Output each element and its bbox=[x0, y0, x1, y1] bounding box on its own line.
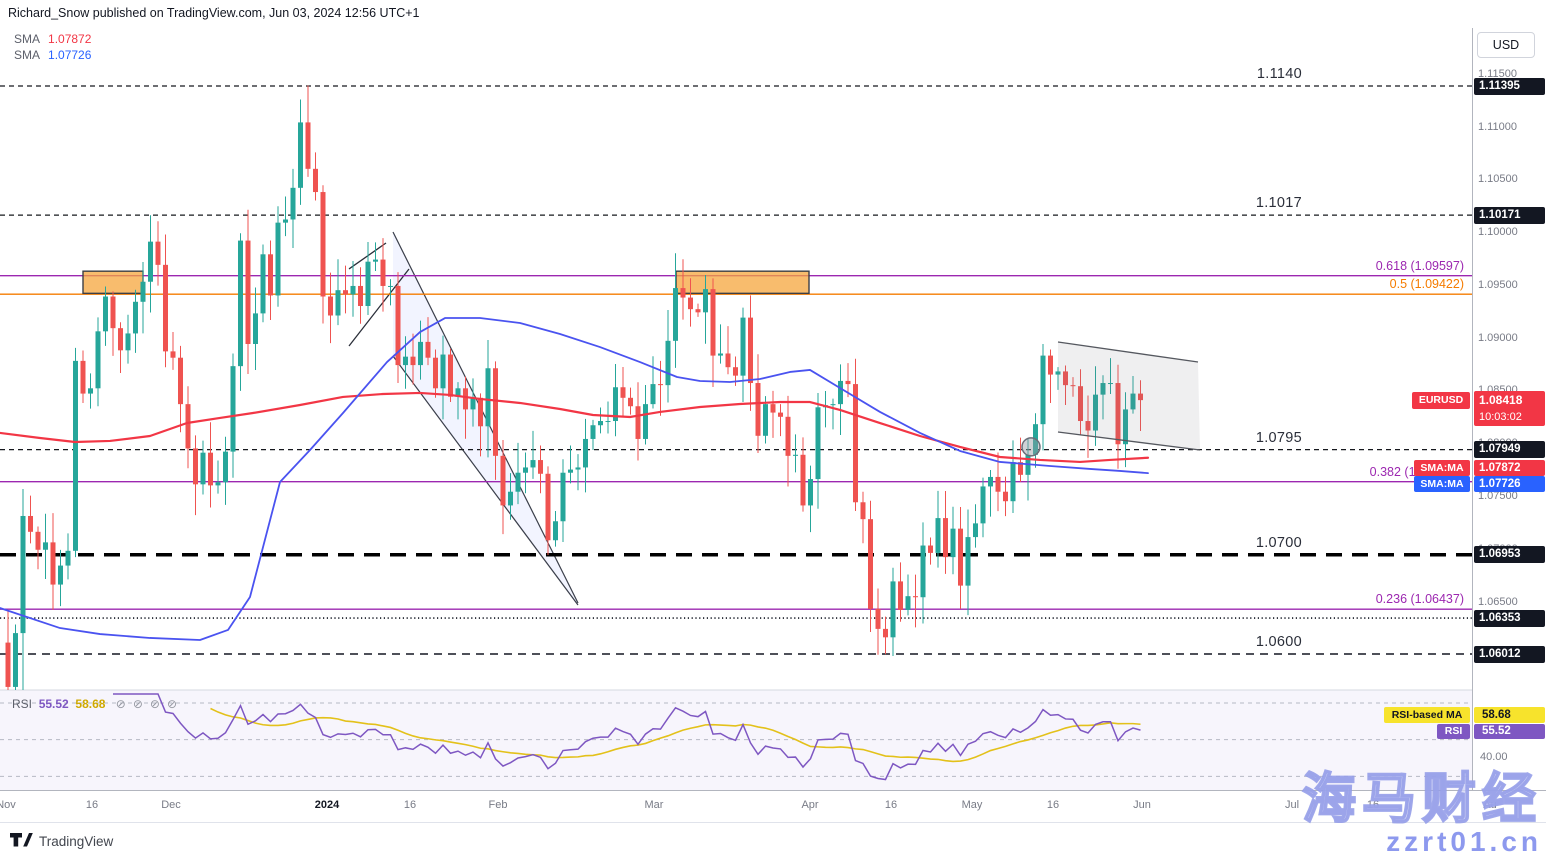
rsi-toolbar-more-icon[interactable]: ⊘ bbox=[166, 697, 178, 711]
time-axis-label-Apr: Apr bbox=[801, 799, 819, 811]
sma-fast-label: SMA bbox=[14, 32, 41, 46]
bar-countdown: 10:03:02 bbox=[1479, 411, 1522, 423]
axis-level-label-1.10171: 1.10171 bbox=[1474, 206, 1545, 224]
time-axis-label-Jul: Jul bbox=[1284, 799, 1300, 811]
rsi-toolbar-eye-icon[interactable]: ⊘ bbox=[115, 697, 126, 711]
rsi-axis-tick: 40.00 bbox=[1480, 751, 1508, 763]
price-pane bbox=[0, 85, 1472, 704]
price-axis-tick-1.08000: 1.08000 bbox=[1478, 437, 1518, 450]
flag-channel-line-0[interactable] bbox=[1057, 341, 1199, 363]
time-axis-label-16: 16 bbox=[1046, 799, 1060, 811]
rsi-pane bbox=[0, 693, 1472, 781]
rsi-value: 55.52 bbox=[38, 697, 69, 711]
last-price-value: 1.08418 bbox=[1479, 393, 1523, 407]
sma-fast-value: 1.07872 bbox=[48, 32, 92, 46]
price-axis-tick-1.11000: 1.11000 bbox=[1478, 120, 1517, 133]
time-axis-label-May: May bbox=[961, 799, 983, 811]
rsi-title: RSI bbox=[12, 697, 33, 711]
time-axis-label-16: 16 bbox=[85, 799, 99, 811]
price-axis-tick-1.11500: 1.11500 bbox=[1478, 67, 1517, 80]
flag-channel-line-1[interactable] bbox=[1057, 431, 1201, 451]
sma-slow-value: 1.07726 bbox=[48, 48, 92, 62]
time-axis-label-16: 16 bbox=[403, 799, 417, 811]
sma-axis-value-1: 1.07726 bbox=[1474, 476, 1545, 492]
time-axis-label-Nov: Nov bbox=[0, 799, 16, 811]
axis-level-label-1.06353: 1.06353 bbox=[1474, 609, 1545, 627]
sma-slow-line[interactable] bbox=[0, 317, 1149, 641]
rsi-axis-value: 55.52 bbox=[1474, 724, 1545, 739]
chart-canvas[interactable] bbox=[0, 0, 1472, 790]
time-axis-label-Feb: Feb bbox=[488, 799, 508, 811]
currency-toggle-button[interactable]: USD bbox=[1477, 32, 1535, 58]
axis-level-label-1.11395: 1.11395 bbox=[1474, 77, 1545, 95]
rsi-pane-legend[interactable]: RSI 55.52 58.68 ⊘ ⊘ ⊘ ⊘ bbox=[12, 697, 177, 711]
price-axis-tick-1.10500: 1.10500 bbox=[1478, 173, 1518, 186]
indicator-legend: SMA 1.07872 SMA 1.07726 bbox=[14, 31, 91, 63]
time-axis[interactable]: Nov 16 Dec 2024 16 Feb Mar Apr 16 May 16 Jun Jul 16 Au bbox=[0, 790, 1546, 823]
tradingview-wordmark: TradingView bbox=[39, 833, 114, 849]
sma-legend-fast[interactable]: SMA 1.07872 bbox=[14, 31, 91, 47]
supply-zone-1[interactable] bbox=[675, 270, 810, 295]
rising-trendline-1[interactable] bbox=[348, 268, 410, 347]
rsi-toolbar-settings-icon[interactable]: ⊘ bbox=[149, 697, 160, 711]
rsi-toolbar-menu-icon[interactable]: ⊘ bbox=[132, 697, 143, 711]
time-axis-label-Dec: Dec bbox=[161, 799, 181, 811]
time-axis-label-Jun: Jun bbox=[1133, 799, 1151, 811]
sma-fast-line[interactable] bbox=[0, 391, 1150, 464]
price-axis-tick-1.07500: 1.07500 bbox=[1478, 489, 1518, 502]
tradingview-logo-icon bbox=[10, 833, 33, 847]
rsi-ma-axis-value: 58.68 bbox=[1474, 707, 1545, 723]
time-axis-label-2024: 2024 bbox=[314, 799, 340, 811]
sma-slow-label: SMA bbox=[14, 48, 41, 62]
supply-zone-0[interactable] bbox=[82, 270, 144, 295]
flag-channel-fill[interactable] bbox=[1058, 341, 1200, 451]
time-axis-label-Mar: Mar bbox=[644, 799, 664, 811]
sma-legend-slow[interactable]: SMA 1.07726 bbox=[14, 47, 91, 63]
price-axis-tick-1.09000: 1.09000 bbox=[1478, 331, 1518, 344]
price-axis-tick-1.10000: 1.10000 bbox=[1478, 226, 1518, 239]
descending-channel-line-1[interactable] bbox=[392, 355, 579, 606]
axis-level-label-1.06012: 1.06012 bbox=[1474, 645, 1545, 663]
price-axis-tick-1.07000: 1.07000 bbox=[1478, 542, 1518, 555]
publish-info: Richard_Snow published on TradingView.co… bbox=[8, 6, 420, 20]
watermark-url-text: zzrt01.cn bbox=[1386, 826, 1542, 857]
cross-highlight-marker[interactable] bbox=[1021, 437, 1041, 457]
time-axis-label-16: 16 bbox=[884, 799, 898, 811]
time-axis-label-16: 16 bbox=[1366, 799, 1380, 811]
price-axis-separator bbox=[1472, 28, 1473, 822]
price-axis-tick-1.09500: 1.09500 bbox=[1478, 278, 1518, 291]
axis-level-label-1.07949: 1.07949 bbox=[1474, 441, 1545, 459]
axis-level-label-1.06953: 1.06953 bbox=[1474, 546, 1545, 564]
candles-layer[interactable] bbox=[5, 85, 1144, 704]
tradingview-brand[interactable]: TradingView bbox=[10, 831, 113, 851]
last-price-axis-label: 1.08418 10:03:02 bbox=[1474, 391, 1545, 426]
rsi-ma-line[interactable] bbox=[210, 707, 1141, 763]
sma-axis-value-0: 1.07872 bbox=[1474, 460, 1545, 476]
price-axis-tick-1.08500: 1.08500 bbox=[1478, 384, 1518, 397]
rsi-ma-value: 58.68 bbox=[75, 697, 106, 711]
price-axis-tick-1.06500: 1.06500 bbox=[1478, 595, 1518, 608]
time-axis-label-Au: Au bbox=[1483, 799, 1497, 811]
rsi-line[interactable] bbox=[113, 693, 1141, 781]
